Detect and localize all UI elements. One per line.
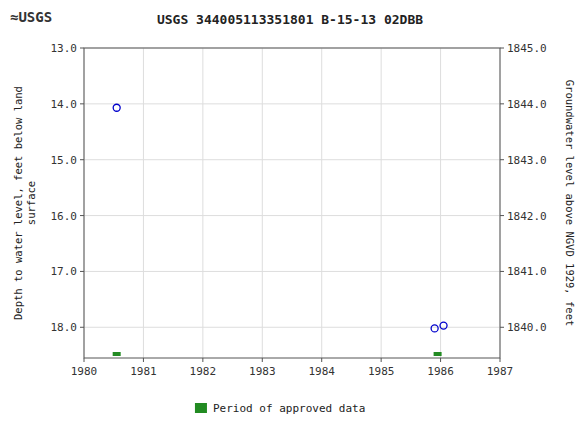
tick bbox=[80, 215, 84, 216]
tick-label: 1844.0 bbox=[507, 98, 547, 111]
tick bbox=[381, 358, 382, 362]
tick bbox=[143, 358, 144, 362]
tick bbox=[80, 48, 84, 49]
tick bbox=[500, 48, 504, 49]
tick bbox=[440, 358, 441, 362]
tick-label: 18.0 bbox=[51, 321, 78, 334]
tick-label: 1986 bbox=[427, 365, 454, 378]
chart: ≈USGS USGS 344005113351801 B-15-13 02DBB 1… bbox=[0, 0, 580, 430]
logo: ≈USGS bbox=[10, 9, 52, 25]
title: USGS 344005113351801 B-15-13 02DBB bbox=[157, 12, 423, 27]
x-axis: 1980 1981 1982 1983 1984 1985 1986 1987 bbox=[71, 358, 514, 378]
tick bbox=[262, 358, 263, 362]
marks bbox=[113, 104, 447, 356]
tick-label: 1982 bbox=[190, 365, 217, 378]
y2-axis-label: Groundwater level above NGVD 1929, feet bbox=[564, 80, 576, 327]
grid-line bbox=[381, 48, 382, 358]
legend: Period of approved data bbox=[195, 402, 365, 415]
tick bbox=[202, 358, 203, 362]
tick-label: 1841.0 bbox=[507, 265, 547, 278]
tick-label: 1983 bbox=[249, 365, 276, 378]
tick-label: 1984 bbox=[308, 365, 335, 378]
grid-line bbox=[84, 159, 500, 160]
grid-line bbox=[262, 48, 263, 358]
tick bbox=[80, 327, 84, 328]
tick bbox=[80, 159, 84, 160]
grid-line bbox=[440, 48, 441, 358]
tick-label: 1845.0 bbox=[507, 42, 547, 55]
tick-label: 1980 bbox=[71, 365, 98, 378]
point bbox=[431, 325, 438, 332]
grid-line bbox=[84, 103, 500, 104]
tick-label: 13.0 bbox=[51, 42, 78, 55]
grid-line bbox=[321, 48, 322, 358]
grid-line bbox=[84, 215, 500, 216]
tick bbox=[500, 103, 504, 104]
y-axis-label: Depth to water level, feet below landsur… bbox=[12, 86, 37, 320]
tick bbox=[80, 103, 84, 104]
grid-line bbox=[84, 271, 500, 272]
tick-label: 1842.0 bbox=[507, 210, 547, 223]
tick-label: 1840.0 bbox=[507, 321, 547, 334]
legend-swatch bbox=[195, 403, 207, 413]
y2-axis: 1845.0 1844.0 1843.0 1842.0 1841.0 1840.0 bbox=[500, 42, 547, 334]
point bbox=[440, 322, 447, 329]
tick-label: 1981 bbox=[130, 365, 157, 378]
legend-label: Period of approved data bbox=[213, 402, 365, 415]
y-axis: 13.0 14.0 15.0 16.0 17.0 18.0 bbox=[51, 42, 85, 334]
grid-line bbox=[143, 48, 144, 358]
tick-label: 1985 bbox=[368, 365, 395, 378]
tick bbox=[84, 358, 85, 362]
tick-label: 1987 bbox=[487, 365, 514, 378]
label-line: Depth to water level, feet below land bbox=[12, 86, 24, 320]
period-bar bbox=[434, 352, 442, 356]
plot-area bbox=[84, 48, 500, 358]
label-line: surface bbox=[25, 181, 37, 225]
tick-label: 1843.0 bbox=[507, 154, 547, 167]
tick bbox=[500, 159, 504, 160]
tick-label: 15.0 bbox=[51, 154, 78, 167]
grid bbox=[84, 48, 500, 358]
tick bbox=[500, 358, 501, 362]
tick-label: 16.0 bbox=[51, 210, 78, 223]
grid-line bbox=[202, 48, 203, 358]
tick-label: 14.0 bbox=[51, 98, 78, 111]
tick bbox=[500, 271, 504, 272]
tick bbox=[500, 327, 504, 328]
tick bbox=[500, 215, 504, 216]
point bbox=[113, 104, 120, 111]
tick bbox=[80, 271, 84, 272]
tick-label: 17.0 bbox=[51, 265, 78, 278]
period-bar bbox=[113, 352, 121, 356]
tick bbox=[321, 358, 322, 362]
frame bbox=[84, 48, 500, 358]
